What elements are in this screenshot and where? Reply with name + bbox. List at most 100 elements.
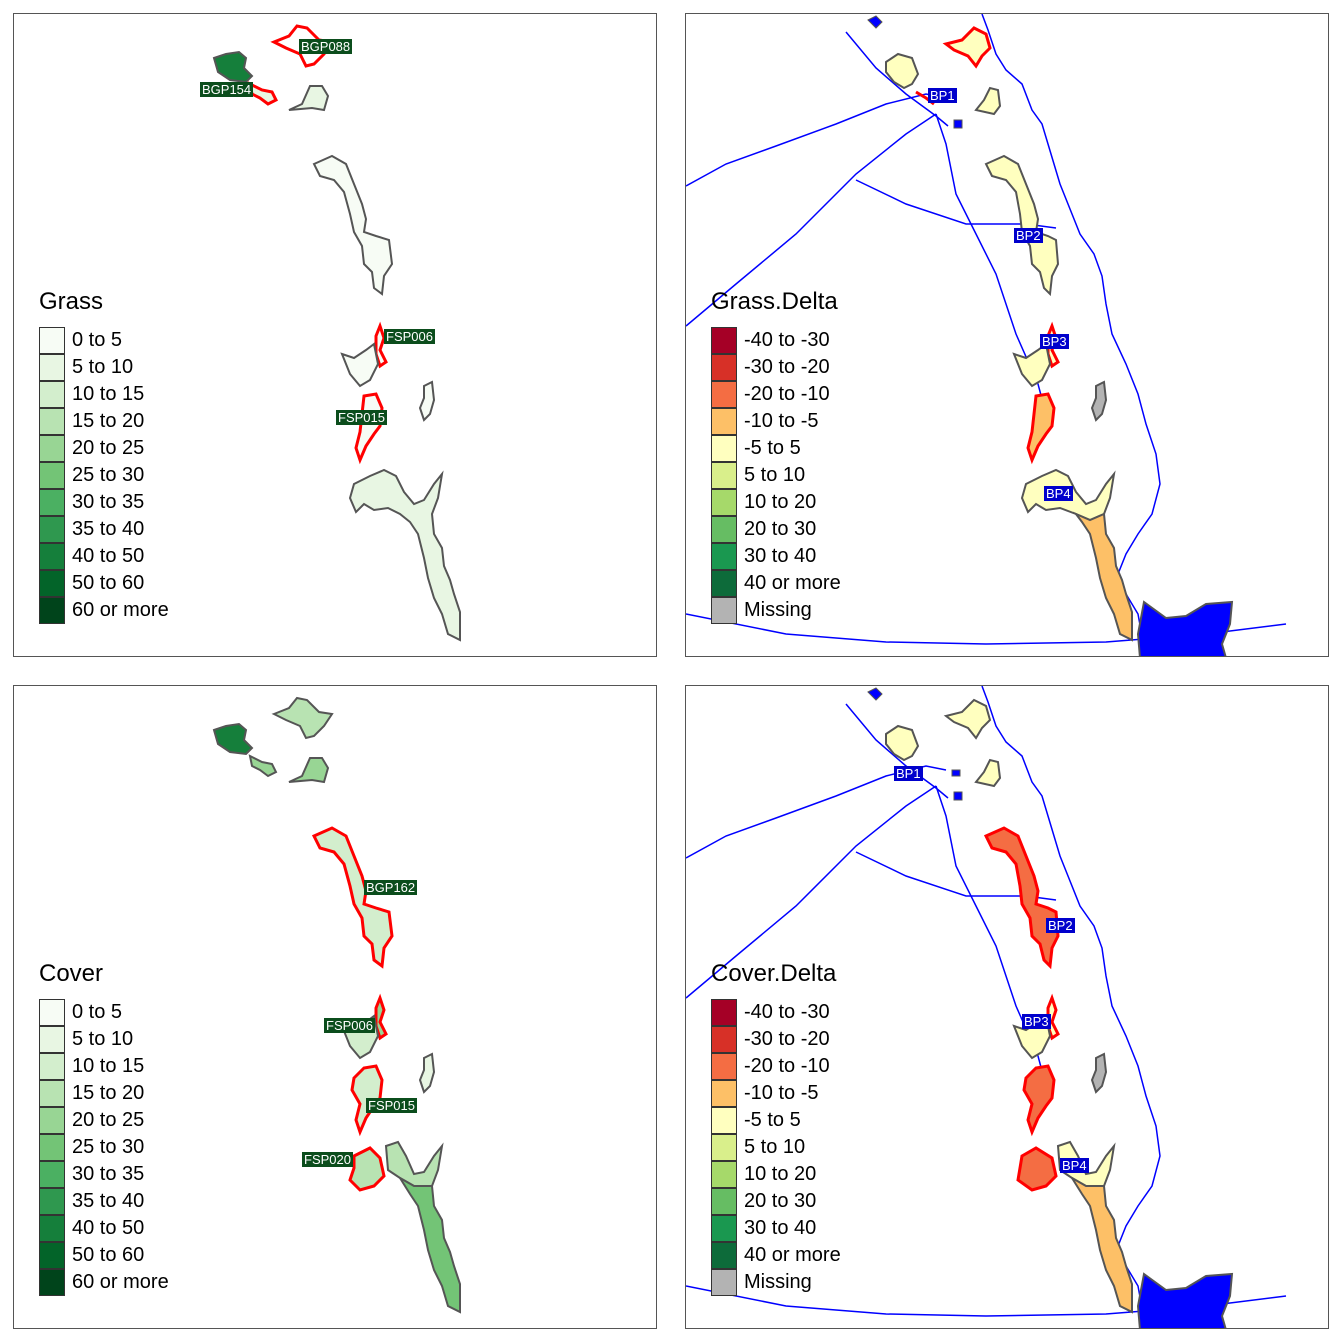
legend-label: -30 to -20 — [744, 1028, 830, 1050]
legend-swatch — [39, 1161, 65, 1188]
legend-swatch — [39, 570, 65, 597]
region-label: BP4 — [1044, 486, 1073, 501]
legend: Cover 0 to 5 5 to 10 10 to 15 15 to 20 20 to… — [39, 962, 169, 1296]
region-label: FSP006 — [324, 1018, 375, 1033]
legend-swatch — [39, 489, 65, 516]
legend-swatch — [711, 408, 737, 435]
legend-swatch — [711, 1080, 737, 1107]
legend-label: 50 to 60 — [72, 1244, 145, 1266]
legend-swatch — [39, 999, 65, 1026]
legend-swatch — [39, 462, 65, 489]
legend-label: -10 to -5 — [744, 1082, 819, 1104]
legend-item: 15 to 20 — [39, 1080, 169, 1107]
legend-swatch — [711, 489, 737, 516]
region-label: BP2 — [1014, 228, 1043, 243]
legend-swatch — [39, 1053, 65, 1080]
legend-label: 25 to 30 — [72, 1136, 145, 1158]
legend-swatch — [711, 1269, 737, 1296]
legend-label: -5 to 5 — [744, 1109, 801, 1131]
river-west — [686, 93, 947, 187]
legend-swatch — [711, 1053, 737, 1080]
legend-swatch — [711, 1242, 737, 1269]
legend-swatch — [39, 327, 65, 354]
legend-item: 0 to 5 — [39, 327, 169, 354]
legend-label: 40 to 50 — [72, 1217, 145, 1239]
region-bottom-large-top — [384, 1140, 444, 1187]
region-bp1-right — [974, 758, 1002, 788]
legend-swatch — [39, 408, 65, 435]
legend-label: 0 to 5 — [72, 1001, 123, 1023]
legend-label: 30 to 40 — [744, 545, 817, 567]
legend-label: -5 to 5 — [744, 437, 801, 459]
region-fsp020 — [348, 1146, 386, 1192]
region-bottom-large — [399, 1177, 461, 1314]
legend-swatch — [711, 543, 737, 570]
region-missing — [1090, 1052, 1108, 1094]
legend-label: 15 to 20 — [72, 1082, 145, 1104]
grass-map — [212, 24, 461, 642]
legend-swatch — [39, 1215, 65, 1242]
legend-label: 10 to 15 — [72, 1055, 145, 1077]
legend-swatch — [39, 435, 65, 462]
legend-label: 20 to 25 — [72, 437, 145, 459]
legend-item: 5 to 10 — [711, 462, 841, 489]
legend-label: 40 or more — [744, 1244, 841, 1266]
region-label: BP4 — [1060, 1158, 1089, 1173]
legend-item: 5 to 10 — [39, 1026, 169, 1053]
legend-item: -5 to 5 — [711, 435, 841, 462]
region-label: BGP162 — [364, 880, 418, 895]
legend-swatch — [39, 1080, 65, 1107]
legend-item: 30 to 40 — [711, 543, 841, 570]
legend-item: 15 to 20 — [39, 408, 169, 435]
water-small-2 — [951, 769, 961, 777]
legend-item: 30 to 40 — [711, 1215, 841, 1242]
water-lake — [1136, 1272, 1234, 1328]
legend-item: 60 or more — [39, 1269, 169, 1296]
legend-swatch — [39, 597, 65, 624]
legend-item: 40 or more — [711, 570, 841, 597]
region-bp4-south — [1071, 1177, 1133, 1314]
legend-label: -40 to -30 — [744, 1001, 830, 1023]
legend-item: 10 to 15 — [39, 1053, 169, 1080]
grass-map-panel: BGP088 BGP154 FSP006 FSP015 Grass 0 to 5… — [13, 13, 657, 657]
legend-swatch — [39, 1026, 65, 1053]
legend-item: 20 to 30 — [711, 1188, 841, 1215]
region-label: FSP006 — [384, 329, 435, 344]
legend-swatch — [39, 381, 65, 408]
region-orange-strip — [1022, 1064, 1056, 1137]
legend-item: 25 to 30 — [39, 1134, 169, 1161]
region-label: BP2 — [1046, 918, 1075, 933]
legend-swatch — [711, 327, 737, 354]
legend-swatch — [711, 435, 737, 462]
legend-label: 20 to 30 — [744, 518, 817, 540]
legend-label: -20 to -10 — [744, 383, 830, 405]
cover-delta-map-panel: BP1 BP2 BP3 BP4 Cover.Delta -40 to -30 -3… — [685, 685, 1329, 1329]
legend-item: 20 to 25 — [39, 435, 169, 462]
legend-item: -30 to -20 — [711, 354, 841, 381]
legend-swatch — [39, 1188, 65, 1215]
legend-item: 10 to 20 — [711, 1161, 841, 1188]
legend-label: 35 to 40 — [72, 518, 145, 540]
legend-label: 5 to 10 — [744, 464, 806, 486]
region-label: FSP020 — [302, 1152, 353, 1167]
legend-item: -40 to -30 — [711, 327, 841, 354]
legend-item: 5 to 10 — [39, 354, 169, 381]
legend-swatch — [711, 354, 737, 381]
legend-label: 60 or more — [72, 599, 169, 621]
legend-swatch — [39, 543, 65, 570]
legend-label: 30 to 40 — [744, 1217, 817, 1239]
legend-swatch — [711, 597, 737, 624]
region-bp2 — [984, 154, 1060, 297]
region-bgp162 — [311, 826, 394, 969]
cover-map-panel: BGP162 FSP006 FSP015 FSP020 Cover 0 to 5… — [13, 685, 657, 1329]
water-top — [867, 687, 883, 701]
legend-item: 40 to 50 — [39, 543, 169, 570]
legend: Grass.Delta -40 to -30 -30 to -20 -20 to -… — [711, 290, 841, 624]
legend-label: 5 to 10 — [72, 1028, 134, 1050]
legend-swatch — [711, 1161, 737, 1188]
legend-label: -20 to -10 — [744, 1055, 830, 1077]
legend-item: 30 to 35 — [39, 1161, 169, 1188]
region-bgp154-tail — [247, 81, 279, 106]
river-main — [981, 686, 1161, 1328]
region-bgp154 — [212, 50, 254, 84]
